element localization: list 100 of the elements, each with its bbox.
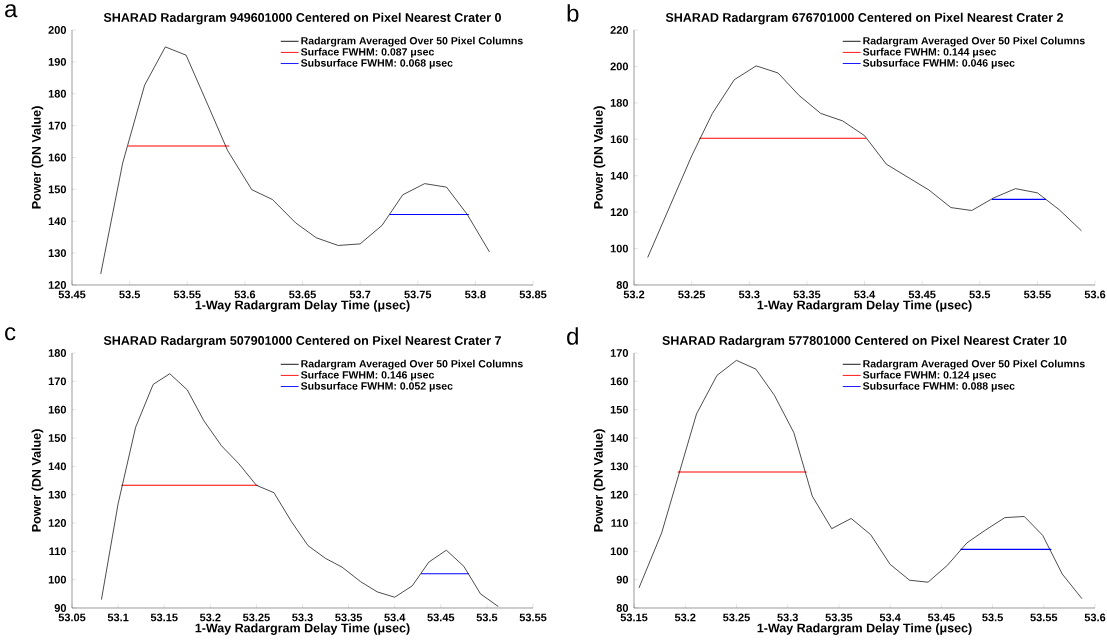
x-tick-label: 53.4 <box>384 613 406 622</box>
y-axis-title: Power (DN Value) <box>593 106 606 209</box>
y-tick-label: 220 <box>610 26 629 34</box>
y-tick-label: 150 <box>610 405 629 414</box>
chart-title: SHARAD Radargram 577801000 Centered on Pixel Nearest Crater 10 <box>662 335 1067 348</box>
legend-label: Subsurface FWHM: 0.052 μsec <box>300 381 453 392</box>
y-tick-label: 190 <box>48 57 67 66</box>
y-tick-label: 160 <box>610 377 629 386</box>
legend-label: Surface FWHM: 0.124 μsec <box>862 370 996 381</box>
line-series <box>638 360 1083 599</box>
legend-label: Subsurface FWHM: 0.068 μsec <box>300 58 453 69</box>
x-tick-label: 53.3 <box>777 613 798 622</box>
x-tick-label: 53.15 <box>150 613 178 622</box>
chart-title: SHARAD Radargram 676701000 Centered on Pixel Nearest Crater 2 <box>665 12 1063 25</box>
y-axis-title: Power (DN Value) <box>31 106 44 209</box>
y-tick-label: 100 <box>48 575 67 584</box>
y-tick-label: 120 <box>610 490 629 499</box>
legend-label: Radargram Averaged Over 50 Pixel Columns <box>863 36 1085 47</box>
y-tick-label: 130 <box>610 462 629 471</box>
y-tick-label: 120 <box>48 519 67 527</box>
legend-label: Subsurface FWHM: 0.046 μsec <box>862 58 1015 69</box>
x-tick-label: 53.1 <box>107 613 129 622</box>
y-tick-label: 120 <box>610 208 629 217</box>
legend-label: Radargram Averaged Over 50 Pixel Columns <box>863 359 1085 370</box>
y-tick-label: 140 <box>48 462 67 471</box>
legend-label: Radargram Averaged Over 50 Pixel Columns <box>301 36 523 47</box>
x-tick-label: 53.45 <box>427 613 455 622</box>
x-tick-label: 53.55 <box>1023 290 1051 299</box>
x-tick-label: 53.25 <box>723 613 750 622</box>
x-axis-title: 1-Way Radargram Delay Time (μsec) <box>757 623 972 635</box>
legend-label: Surface FWHM: 0.144 μsec <box>862 47 996 58</box>
x-tick-label: 53.15 <box>620 613 648 622</box>
legend-label: Radargram Averaged Over 50 Pixel Columns <box>301 359 523 370</box>
chart-title: SHARAD Radargram 949601000 Centered on Pixel Nearest Crater 0 <box>103 12 501 25</box>
x-tick-label: 53.4 <box>854 290 876 299</box>
x-tick-label: 53.2 <box>674 613 696 622</box>
y-tick-label: 200 <box>610 62 629 71</box>
line-series <box>100 46 490 274</box>
x-axis-title: 1-Way Radargram Delay Time (μsec) <box>757 300 972 312</box>
x-tick-label: 53.25 <box>678 290 706 299</box>
y-tick-label: 160 <box>48 405 67 414</box>
x-tick-label: 53.75 <box>404 290 432 299</box>
x-tick-label: 53.3 <box>738 290 760 299</box>
y-tick-label: 180 <box>610 98 629 107</box>
text: c <box>5 327 16 341</box>
y-tick-label: 100 <box>610 244 629 253</box>
y-tick-label: 140 <box>48 217 67 226</box>
x-tick-label: 53.25 <box>242 613 270 622</box>
x-tick-label: 53.35 <box>825 613 853 622</box>
y-tick-label: 130 <box>48 490 67 499</box>
x-tick-label: 53.5 <box>982 613 1003 622</box>
legend-label: Surface FWHM: 0.087 μsec <box>300 47 434 58</box>
x-tick-label: 53.3 <box>292 613 313 622</box>
x-tick-label: 53.05 <box>58 613 86 622</box>
x-tick-label: 53.65 <box>289 290 316 299</box>
x-tick-label: 53.55 <box>1030 613 1058 622</box>
y-tick-label: 160 <box>48 153 67 162</box>
y-tick-label: 150 <box>48 185 67 194</box>
y-tick-label: 140 <box>610 171 629 180</box>
y-tick-label: 150 <box>48 434 67 442</box>
y-tick-label: 200 <box>48 26 67 34</box>
text: a <box>5 4 18 18</box>
x-tick-label: 53.8 <box>465 290 486 299</box>
x-tick-label: 53.45 <box>908 290 936 299</box>
y-axis-title: Power (DN Value) <box>31 429 44 532</box>
y-tick-label: 80 <box>616 281 629 289</box>
x-tick-label: 53.55 <box>173 290 201 299</box>
y-tick-label: 160 <box>610 135 629 144</box>
legend-label: Subsurface FWHM: 0.088 μsec <box>862 381 1015 392</box>
y-tick-label: 100 <box>610 547 629 556</box>
x-tick-label: 53.45 <box>58 290 86 299</box>
x-tick-label: 53.6 <box>1084 613 1106 622</box>
y-tick-label: 180 <box>48 349 67 357</box>
y-tick-label: 170 <box>48 377 67 386</box>
y-tick-label: 170 <box>610 349 629 357</box>
x-tick-label: 53.5 <box>969 290 991 299</box>
x-tick-label: 53.5 <box>119 290 141 299</box>
y-tick-label: 110 <box>49 547 67 556</box>
y-tick-label: 80 <box>616 604 629 612</box>
y-tick-label: 170 <box>48 121 67 130</box>
y-tick-label: 130 <box>48 249 67 258</box>
text: d <box>567 327 578 345</box>
y-axis-title: Power (DN Value) <box>593 429 606 532</box>
x-tick-label: 53.7 <box>349 290 371 299</box>
x-tick-label: 53.35 <box>335 613 363 622</box>
x-axis-title: 1-Way Radargram Delay Time (μsec) <box>195 300 410 312</box>
y-tick-label: 140 <box>610 434 629 442</box>
x-tick-label: 53.85 <box>519 290 547 299</box>
y-tick-label: 90 <box>616 575 629 584</box>
x-tick-label: 53.35 <box>793 290 821 299</box>
x-tick-label: 53.6 <box>1084 290 1106 299</box>
x-tick-label: 53.5 <box>476 613 498 622</box>
text: b <box>567 4 579 22</box>
x-tick-label: 53.2 <box>623 290 645 299</box>
x-tick-label: 53.2 <box>199 613 221 622</box>
y-tick-label: 110 <box>611 519 629 527</box>
x-tick-label: 53.45 <box>927 613 955 622</box>
x-tick-label: 53.55 <box>519 613 547 622</box>
chart-title: SHARAD Radargram 507901000 Centered on Pixel Nearest Crater 7 <box>103 335 501 348</box>
y-tick-label: 180 <box>48 89 67 98</box>
